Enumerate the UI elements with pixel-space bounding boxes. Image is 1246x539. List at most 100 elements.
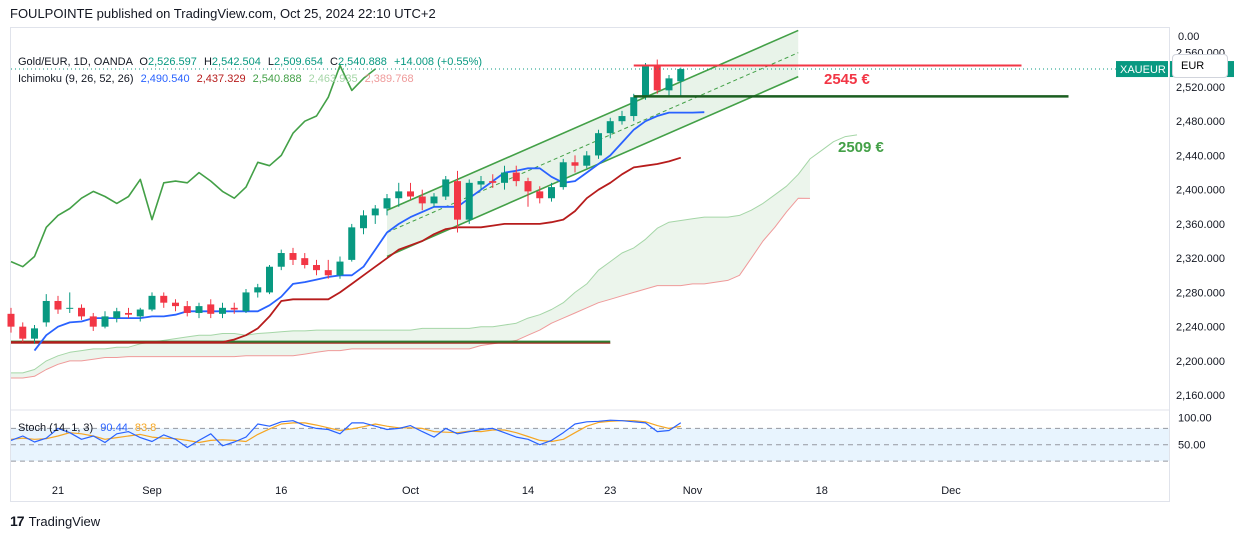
- price-axis-label: 2,280.000: [1176, 287, 1225, 299]
- low-label: L: [267, 56, 275, 68]
- channel-fill: [387, 30, 799, 257]
- resistance-annotation: 2545 €: [824, 71, 870, 88]
- candle-body: [101, 316, 109, 327]
- candle-body: [207, 304, 215, 314]
- high-value: 2,542.504: [211, 56, 261, 68]
- time-axis-label: Oct: [402, 485, 419, 497]
- candle-body: [559, 162, 567, 188]
- tenkan-line: [33, 111, 705, 352]
- tradingview-logo-icon: 17: [10, 513, 25, 529]
- candle-body: [313, 265, 320, 271]
- candle-body: [7, 313, 15, 327]
- stoch-d-line: [10, 420, 681, 444]
- candle-body: [653, 65, 661, 91]
- candle-body: [512, 172, 520, 182]
- candle-body: [571, 162, 579, 166]
- footer[interactable]: 17 TradingView: [10, 513, 100, 529]
- symbol-tag-label: XAUEUR: [1120, 64, 1166, 76]
- chart-frame: [10, 27, 1170, 502]
- time-axis-label: 16: [275, 485, 287, 497]
- close-value: 2,540.888: [337, 56, 387, 68]
- time-axis-label: Sep: [142, 485, 162, 497]
- candle-body: [454, 181, 461, 220]
- candle-body: [266, 266, 273, 293]
- candle-body: [360, 215, 367, 229]
- time-axis-label: Dec: [941, 485, 961, 497]
- stoch-k-line: [10, 419, 682, 449]
- candle-body: [548, 187, 555, 199]
- price-axis-label: 2,440.000: [1176, 150, 1225, 162]
- price-axis-label: 2,160.000: [1176, 390, 1225, 402]
- candle-body: [348, 227, 356, 260]
- candle-body: [230, 307, 238, 310]
- symbol-label[interactable]: Gold/EUR, 1D, OANDA: [18, 56, 133, 68]
- main-legend: Gold/EUR, 1D, OANDA O2,526.597 H2,542.50…: [18, 56, 482, 68]
- candle-body: [477, 181, 485, 185]
- price-axis-label: 2,400.000: [1176, 185, 1225, 197]
- price-axis-label: 2,520.000: [1176, 82, 1225, 94]
- time-axis-label: 14: [522, 485, 534, 497]
- candle-body: [195, 306, 203, 313]
- candle-body: [407, 191, 414, 197]
- stoch-axis-label: 100.00: [1178, 412, 1212, 424]
- candle-body: [254, 287, 262, 293]
- ichimoku-legend[interactable]: Ichimoku (9, 26, 52, 26) 2,490.540 2,437…: [18, 73, 414, 85]
- candle-body: [618, 116, 626, 122]
- ichimoku-senkou-a-value: 2,463.935: [308, 73, 358, 85]
- change-value: +14.008 (+0.55%): [393, 56, 483, 68]
- candle-body: [125, 312, 132, 315]
- close-label: C: [330, 56, 338, 68]
- ichimoku-label: Ichimoku (9, 26, 52, 26): [18, 73, 134, 85]
- candle-body: [301, 258, 309, 266]
- candle-body: [148, 295, 156, 310]
- candle-body: [289, 253, 297, 260]
- time-axis-label: 18: [816, 485, 828, 497]
- candle-body: [31, 328, 38, 339]
- candle-body: [160, 295, 168, 303]
- candle-body: [677, 69, 685, 82]
- candle-body: [242, 292, 250, 312]
- candle-body: [501, 172, 508, 183]
- candle-body: [606, 121, 614, 134]
- currency-label: EUR: [1181, 60, 1205, 72]
- ichimoku-kijun-value: 2,437.329: [196, 73, 246, 85]
- candle-body: [583, 155, 591, 166]
- price-axis-top-label: 0.00: [1178, 31, 1199, 43]
- price-axis-label: 2,200.000: [1176, 356, 1225, 368]
- price-axis-label: 2,480.000: [1176, 116, 1225, 128]
- open-value: 2,526.597: [147, 56, 197, 68]
- candle-body: [136, 309, 144, 317]
- price-axis-label: 2,320.000: [1176, 253, 1225, 265]
- candle-body: [78, 307, 85, 317]
- candle-body: [219, 307, 226, 314]
- candle-body: [524, 181, 532, 192]
- ichimoku-cloud: [11, 158, 810, 378]
- stoch-legend[interactable]: Stoch (14, 1, 3) 90.44 83.8: [18, 422, 156, 434]
- channel-upper-line: [386, 29, 799, 211]
- stoch-label: Stoch (14, 1, 3): [18, 422, 94, 434]
- candle-body: [113, 311, 121, 319]
- ichimoku-chikou-value: 2,540.888: [252, 73, 302, 85]
- stoch-k-value: 90.44: [100, 422, 128, 434]
- candle-body: [66, 307, 74, 309]
- channel-middle-line: [386, 52, 799, 233]
- candle-body: [89, 316, 97, 327]
- support-annotation: 2509 €: [838, 139, 884, 156]
- candle-body: [336, 261, 344, 276]
- candle-body: [642, 65, 649, 98]
- stoch-d-value: 83.8: [134, 422, 157, 434]
- candle-body: [595, 133, 602, 156]
- candle-body: [19, 326, 27, 339]
- time-axis-label: 23: [604, 485, 616, 497]
- low-value: 2,509.654: [274, 56, 323, 68]
- symbol-tag: [1116, 61, 1168, 78]
- candle-body: [277, 253, 285, 267]
- ichimoku-tenkan-value: 2,490.540: [140, 73, 190, 85]
- candle-body: [54, 300, 62, 310]
- stoch-axis-label: 50.00: [1178, 440, 1206, 452]
- currency-selector[interactable]: EUR: [1172, 54, 1228, 78]
- time-axis-label: 21: [52, 485, 64, 497]
- candle-body: [42, 300, 50, 323]
- ichimoku-senkou-b-value: 2,389.768: [364, 73, 414, 85]
- candle-body: [442, 179, 450, 197]
